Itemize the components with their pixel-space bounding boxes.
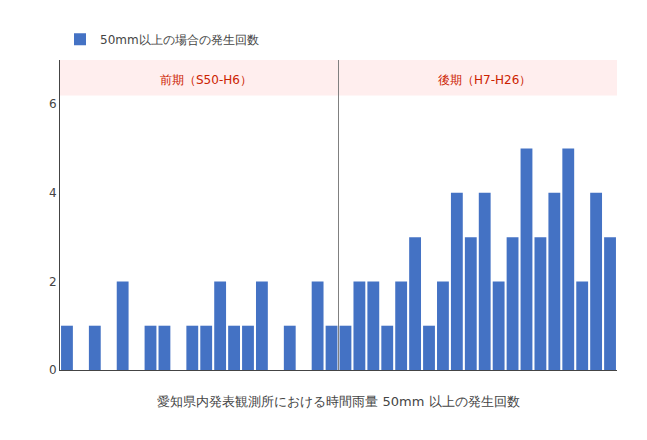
svg-text:後期（H7-H26）: 後期（H7-H26） — [438, 73, 531, 87]
svg-text:愛知県内発表観測所における時間雨量 50mm 以上の発生回数: 愛知県内発表観測所における時間雨量 50mm 以上の発生回数 — [157, 394, 519, 409]
svg-text:50mm以上の場合の発生回数: 50mm以上の場合の発生回数 — [100, 33, 259, 47]
svg-text:0: 0 — [49, 363, 57, 377]
svg-text:2: 2 — [49, 275, 57, 289]
svg-text:4: 4 — [49, 186, 57, 200]
svg-text:6: 6 — [49, 97, 57, 111]
svg-text:前期（S50-H6）: 前期（S50-H6） — [160, 73, 252, 87]
